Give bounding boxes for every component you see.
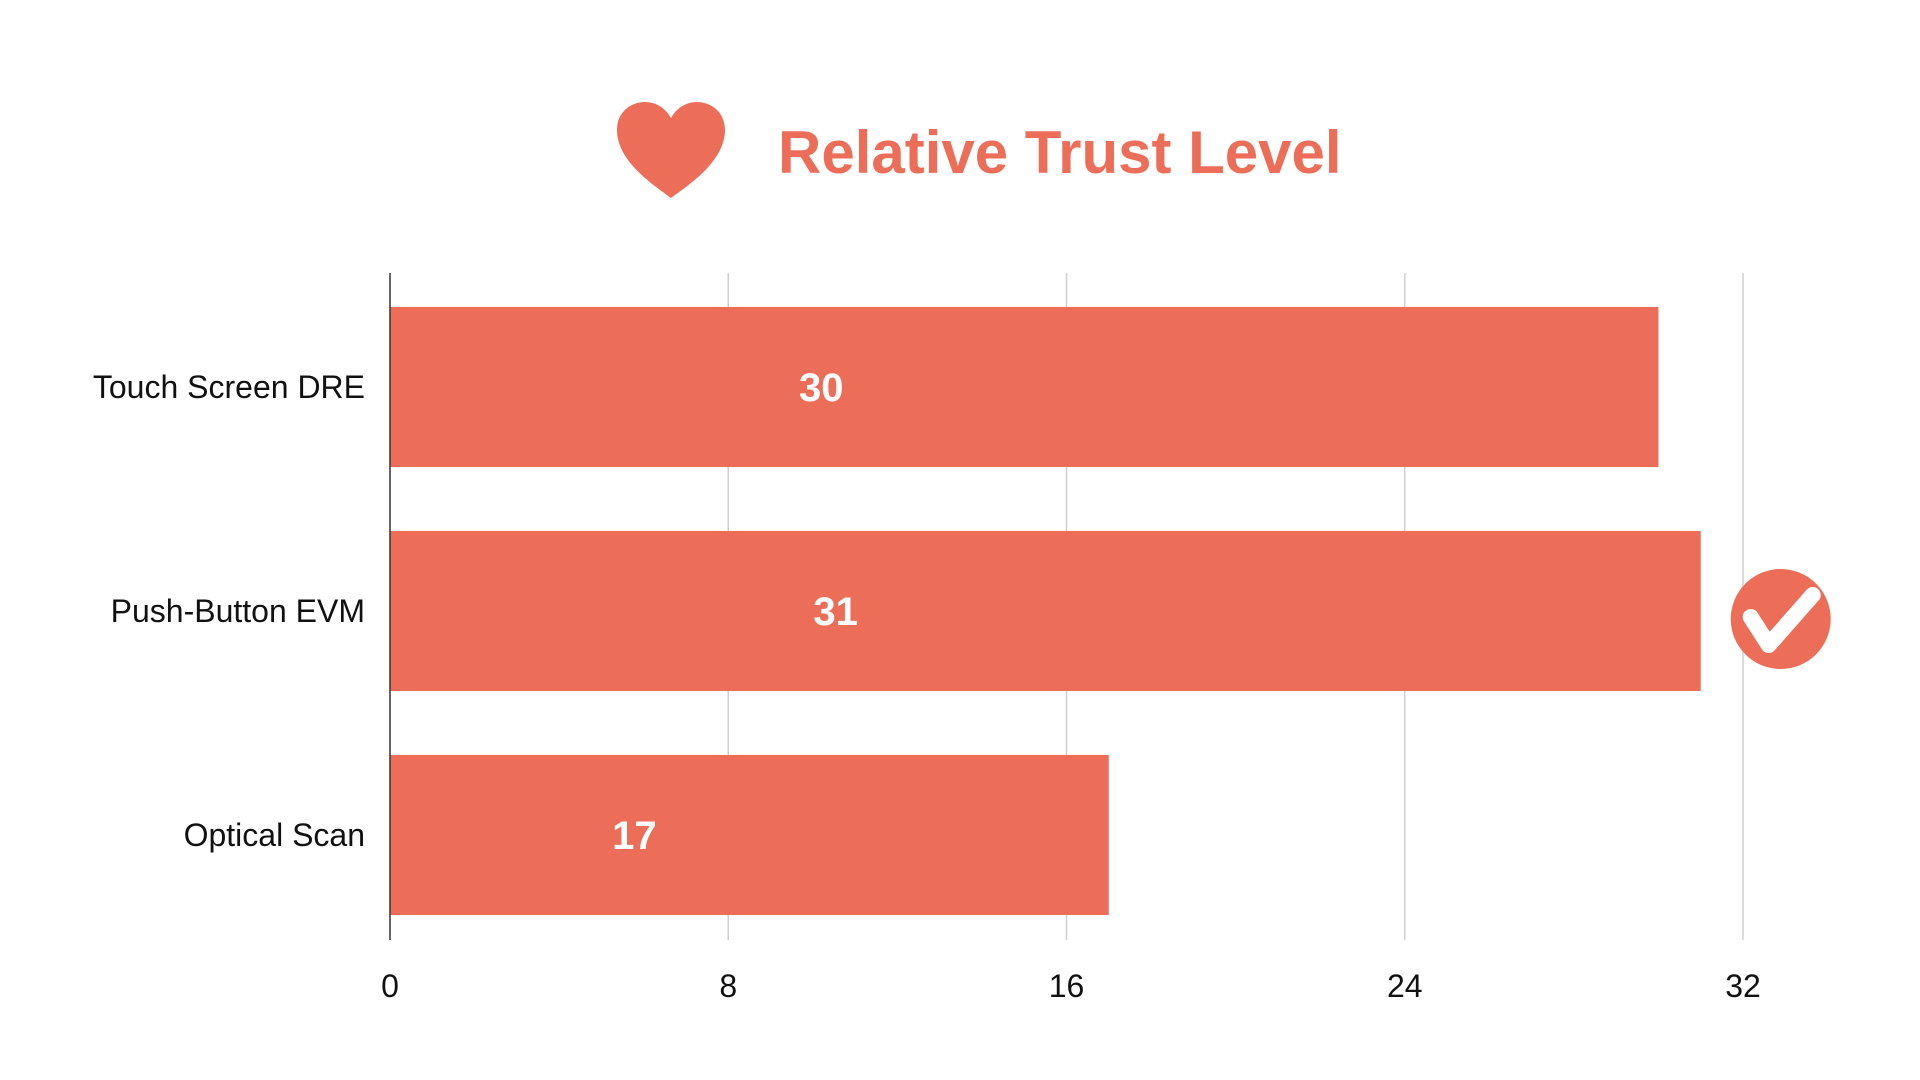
bar-2 (390, 755, 1109, 915)
bar-1 (390, 531, 1701, 691)
category-label: Push-Button EVM (111, 593, 365, 629)
x-tick-label: 16 (1049, 968, 1085, 1004)
heart-icon (617, 102, 725, 198)
check-circle-icon (1730, 569, 1831, 669)
data-label: 17 (612, 814, 657, 858)
bars (390, 307, 1701, 915)
x-tick-label: 8 (719, 968, 737, 1004)
chart-title: Relative Trust Level (778, 119, 1342, 186)
labels: 0 8 16 24 32 Touch Screen DRE 30 Push-Button EV… (93, 366, 1761, 1004)
category-label: Touch Screen DRE (93, 369, 365, 405)
category-label: Optical Scan (184, 817, 365, 853)
x-tick-label: 32 (1725, 968, 1761, 1004)
bar-0 (390, 307, 1659, 467)
x-tick-label: 24 (1387, 968, 1423, 1004)
markers (1730, 569, 1831, 669)
chart-header: Relative Trust Level (0, 100, 1920, 210)
data-label: 31 (813, 590, 858, 634)
x-tick-label: 0 (381, 968, 399, 1004)
data-label: 30 (799, 366, 844, 410)
